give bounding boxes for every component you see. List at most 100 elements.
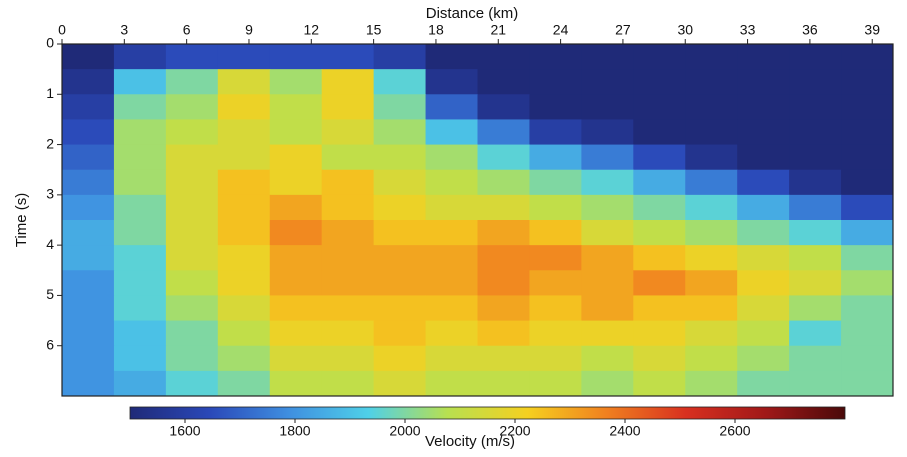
heatmap-cell	[841, 119, 894, 146]
heatmap-cell	[62, 345, 115, 372]
heatmap-cell	[269, 320, 323, 347]
heatmap-cell	[165, 370, 219, 397]
heatmap-cell	[789, 194, 842, 221]
x-tick-label: 21	[490, 22, 506, 38]
heatmap-cell	[373, 94, 427, 120]
heatmap-cell	[321, 370, 375, 397]
heatmap-cell	[581, 119, 634, 146]
heatmap-cell	[113, 69, 167, 95]
heatmap-cell	[217, 69, 271, 95]
heatmap-cell	[373, 245, 427, 271]
heatmap-cell	[321, 44, 375, 70]
heatmap-cell	[321, 169, 375, 196]
x-tick-label: 30	[677, 22, 693, 38]
heatmap-cell	[477, 345, 530, 372]
heatmap-cell	[477, 295, 530, 322]
heatmap-cell	[113, 320, 167, 347]
y-tick-label: 2	[46, 135, 54, 151]
heatmap-cell	[477, 220, 530, 246]
heatmap-cell	[373, 320, 427, 347]
heatmap-cell	[269, 270, 323, 296]
heatmap-cell	[425, 295, 478, 322]
heatmap-cell	[321, 144, 375, 171]
heatmap-cell	[62, 119, 115, 146]
heatmap-cell	[477, 144, 530, 171]
heatmap-cell	[633, 345, 686, 372]
heatmap-cell	[477, 194, 530, 221]
heatmap-cell	[113, 169, 167, 196]
heatmap-cell	[789, 94, 842, 120]
x-tick-label: 39	[864, 22, 880, 38]
heatmap-cell	[62, 295, 115, 322]
heatmap-cell	[737, 320, 790, 347]
heatmap-cell	[633, 370, 686, 397]
y-tick-label: 1	[46, 85, 54, 101]
heatmap-cell	[737, 94, 790, 120]
heatmap-cell	[62, 44, 115, 70]
heatmap-cell	[529, 320, 582, 347]
heatmap-cell	[685, 69, 738, 95]
heatmap-cell	[737, 44, 790, 70]
colorbar-tick-label: 2000	[389, 423, 420, 439]
heatmap-cell	[633, 320, 686, 347]
heatmap-cell	[321, 119, 375, 146]
heatmap-cell	[113, 295, 167, 322]
heatmap-cell	[62, 320, 115, 347]
heatmap-cell	[62, 69, 115, 95]
heatmap-cell	[789, 245, 842, 271]
heatmap-cell	[477, 94, 530, 120]
heatmap-cell	[529, 345, 582, 372]
colorbar-tick-label: 1800	[279, 423, 310, 439]
heatmap-cell	[425, 169, 478, 196]
heatmap-cell	[217, 169, 271, 196]
y-axis-label: Time (s)	[13, 193, 30, 247]
heatmap-cell	[113, 144, 167, 171]
heatmap-cell	[373, 169, 427, 196]
heatmap-cell	[269, 94, 323, 120]
x-tick-label: 0	[58, 22, 66, 38]
heatmap-cell	[425, 44, 478, 70]
heatmap-cell	[581, 320, 634, 347]
heatmap-cell	[269, 69, 323, 95]
heatmap-cell	[633, 220, 686, 246]
heatmap-cell	[269, 220, 323, 246]
x-tick-label: 24	[553, 22, 569, 38]
heatmap-cell	[373, 194, 427, 221]
heatmap-cell	[685, 345, 738, 372]
heatmap-cell	[841, 345, 894, 372]
heatmap-cell	[62, 169, 115, 196]
heatmap-cell	[165, 94, 219, 120]
heatmap-cell	[841, 295, 894, 322]
heatmap-cell	[321, 69, 375, 95]
heatmap-cell	[165, 44, 219, 70]
heatmap-cell	[529, 69, 582, 95]
heatmap-cell	[633, 194, 686, 221]
heatmap-cell	[165, 69, 219, 95]
x-tick-label: 15	[366, 22, 382, 38]
heatmap-cell	[113, 194, 167, 221]
heatmap-cell	[269, 245, 323, 271]
heatmap-cell	[685, 94, 738, 120]
heatmap-cell	[62, 270, 115, 296]
heatmap-cell	[373, 370, 427, 397]
heatmap-cell	[789, 169, 842, 196]
heatmap-cell	[841, 320, 894, 347]
x-tick-label: 12	[304, 22, 320, 38]
heatmap-cell	[269, 370, 323, 397]
heatmap-cell	[737, 245, 790, 271]
heatmap-cell	[321, 270, 375, 296]
x-tick-label: 36	[802, 22, 818, 38]
x-axis-label: Distance (km)	[426, 5, 519, 22]
heatmap-cell	[321, 94, 375, 120]
heatmap-cell	[269, 194, 323, 221]
heatmap-cell	[217, 220, 271, 246]
heatmap-cell	[581, 44, 634, 70]
heatmap-cell	[737, 194, 790, 221]
heatmap-cell	[685, 119, 738, 146]
heatmap-cell	[789, 270, 842, 296]
heatmap-cell	[217, 119, 271, 146]
heatmap-cell	[321, 295, 375, 322]
heatmap-cell	[581, 194, 634, 221]
heatmap-cell	[685, 270, 738, 296]
